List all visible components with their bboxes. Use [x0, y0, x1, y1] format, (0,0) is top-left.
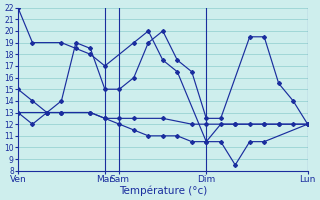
X-axis label: Température (°c): Température (°c)	[119, 185, 207, 196]
